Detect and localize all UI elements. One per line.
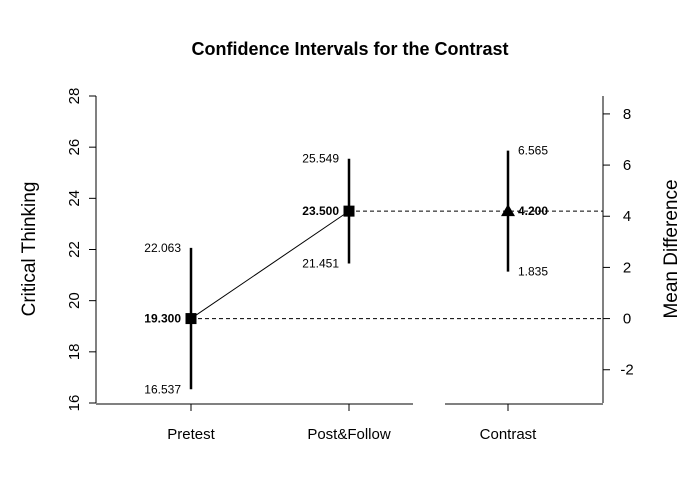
right-axis-tick-label: 0 (623, 311, 631, 328)
lower-ci-label: 21.451 (302, 257, 339, 271)
mean-marker (343, 205, 355, 217)
x-axis-category-label: Post&Follow (307, 426, 391, 443)
upper-ci-label: 22.063 (144, 241, 181, 255)
lower-ci-label: 16.537 (144, 382, 181, 396)
plot-area: 19.300 22.063 16.537 23.500 25.549 21.451 4.20… (144, 144, 603, 396)
mean-label: 19.300 (144, 312, 181, 326)
chart-title: Confidence Intervals for the Contrast (191, 39, 508, 59)
contrast-lower-ci-label: 1.835 (518, 265, 548, 279)
right-axis-tick-label: 6 (623, 157, 631, 174)
right-axis-title: Mean Difference (661, 179, 682, 318)
left-axis-tick-label: 16 (66, 395, 83, 412)
right-axis-tick-label: -2 (620, 362, 633, 379)
upper-ci-label: 25.549 (302, 152, 339, 166)
right-axis-tick-label: 2 (623, 259, 631, 276)
left-axis-tick-label: 22 (66, 241, 83, 258)
left-axis: 16 18 20 22 24 26 28 (66, 88, 97, 412)
means-connector-line (190, 210, 350, 319)
contrast-mean-marker (501, 204, 515, 217)
x-axis-category-label: Contrast (480, 426, 538, 443)
left-axis-tick-label: 26 (66, 139, 83, 156)
left-axis-tick-label: 18 (66, 343, 83, 360)
right-axis-tick-label: 8 (623, 106, 631, 123)
right-axis-tick-label: 4 (623, 208, 631, 225)
right-axis: -2 0 2 4 6 8 (602, 96, 634, 403)
left-axis-tick-label: 20 (66, 292, 83, 309)
contrast-upper-ci-label: 6.565 (518, 144, 548, 158)
x-axes: Pretest Post&Follow Contrast (96, 403, 603, 443)
mean-label: 23.500 (302, 204, 339, 218)
left-axis-title: Critical Thinking (19, 182, 40, 317)
contrast-mean-label: 4.200 (518, 204, 548, 218)
mean-marker (185, 313, 197, 325)
x-axis-category-label: Pretest (167, 426, 215, 443)
left-axis-tick-label: 28 (66, 88, 83, 105)
left-axis-tick-label: 24 (66, 190, 83, 207)
